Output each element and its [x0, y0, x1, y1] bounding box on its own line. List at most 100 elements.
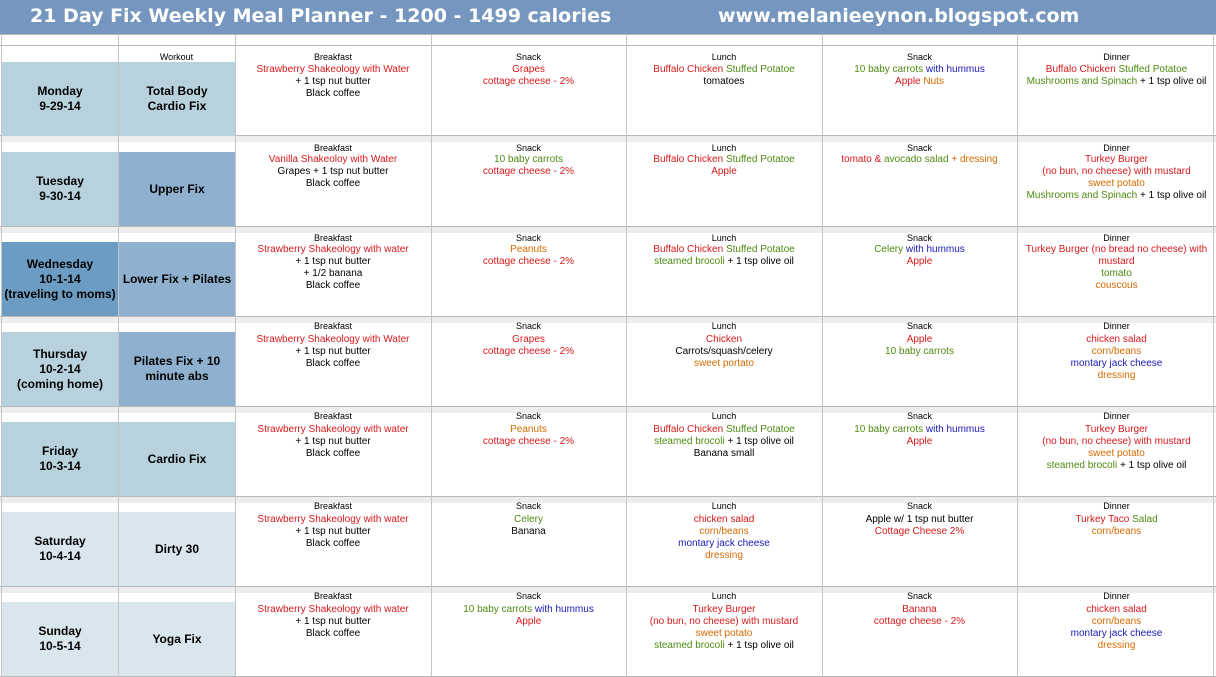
column-divider [822, 34, 823, 677]
row-gap [0, 317, 1216, 323]
meal-line: Buffalo Chicken Stuffed Potatoe [626, 154, 822, 166]
day-cell: Monday 9-29-14 [2, 62, 118, 136]
meal-header-snack: Snack [515, 321, 541, 331]
meal-item: with hummus [925, 424, 985, 435]
meal-line: steamed brocoli + 1 tsp olive oil [1017, 460, 1216, 472]
meal-item: Buffalo Chicken [653, 424, 726, 435]
meal-line: Turkey Burger [1017, 154, 1216, 166]
meal-item: Salad [1132, 514, 1158, 525]
meal-header-dinner: Dinner [1103, 52, 1130, 62]
meal-line: Turkey Burger [626, 604, 822, 616]
workout-cell: Pilates Fix + 10 minute abs [119, 332, 235, 406]
meal-line: Black coffee [235, 88, 431, 100]
meal-header-dinner: Dinner [1103, 233, 1130, 243]
meal-item: + 1 tsp olive oil [1117, 460, 1187, 471]
meal-line: Apple [431, 616, 626, 628]
meal-item: Apple [895, 76, 924, 87]
meal-item: + 1 tsp nut butter [295, 436, 371, 447]
meal-line: couscous [1017, 280, 1216, 292]
meal-line: Strawberry Shakeology with water [235, 424, 431, 436]
meal-cell-breakfast: Strawberry Shakeology with Water + 1 tsp … [235, 64, 431, 100]
meal-cell-dinner: Turkey Burger (no bread no cheese) with m… [1017, 244, 1216, 292]
meal-item: Strawberry Shakeology with water [257, 604, 409, 615]
meal-line: corn/beans [1017, 346, 1216, 358]
row-gap [0, 407, 1216, 413]
meal-line: sweet portato [626, 358, 822, 370]
meal-line: Strawberry Shakeology with water [235, 244, 431, 256]
meal-line: Buffalo Chicken Stuffed Potatoe [1017, 64, 1216, 76]
meal-cell-dinner: Buffalo Chicken Stuffed Potatoe Mushrooms… [1017, 64, 1216, 88]
meal-line: Grapes [431, 334, 626, 346]
meal-item: cottage cheese - 2% [873, 616, 966, 627]
meal-item: (no bun, no cheese) with mustard [1042, 436, 1191, 447]
workout-label-line: Dirty 30 [154, 541, 200, 556]
meal-line: dressing [626, 550, 822, 562]
workout-label-line: Total Body [146, 84, 208, 98]
workout-label: Total Body Cardio Fix [146, 84, 207, 114]
meal-line: cottage cheese - 2% [431, 436, 626, 448]
meal-line: Turkey Taco Salad [1017, 514, 1216, 526]
meal-line: montary jack cheese [1017, 358, 1216, 370]
meal-item: mustard [1098, 256, 1135, 267]
meal-item: Banana [902, 604, 937, 615]
row-separator [0, 45, 1216, 46]
meal-header-snack: Snack [906, 143, 932, 153]
meal-line: Black coffee [235, 358, 431, 370]
meal-item: tomatoes [703, 76, 745, 87]
meal-cell-snack1: 10 baby carrots with hummus Apple [431, 604, 626, 628]
meal-item: chicken salad [1086, 334, 1147, 345]
meal-line: sweet potato [1017, 178, 1216, 190]
meal-line: Apple [626, 166, 822, 178]
workout-label-line: Lower Fix + Pilates [122, 271, 232, 286]
meal-line: Peanuts [431, 424, 626, 436]
workout-cell: Total Body Cardio Fix [119, 62, 235, 136]
meal-item: with hummus [534, 604, 594, 615]
meal-item: Black coffee [305, 280, 361, 291]
meal-line: 10 baby carrots with hummus [822, 64, 1017, 76]
meal-line: sweet potato [1017, 448, 1216, 460]
meal-cell-snack2: Celery with hummus Apple [822, 244, 1017, 268]
meal-item: + 1 tsp nut butter [295, 76, 371, 87]
meal-line: 10 baby carrots [431, 154, 626, 166]
workout-cell: Dirty 30 [119, 512, 235, 586]
day-label: Tuesday 9-30-14 [36, 174, 84, 204]
meal-line: Buffalo Chicken Stuffed Potatoe [626, 244, 822, 256]
workout-label-line: Pilates Fix + 10 [133, 354, 221, 368]
meal-line: + 1/2 banana [235, 268, 431, 280]
meal-item: Grapes [512, 334, 545, 345]
day-label-line: 10-1-14 [39, 271, 81, 286]
meal-item: sweet potato [1088, 178, 1145, 189]
meal-header-snack: Snack [906, 52, 932, 62]
meal-item: Strawberry Shakeology with water [257, 244, 409, 255]
meal-item: montary jack cheese [1070, 628, 1163, 639]
meal-item: Celery [514, 514, 543, 525]
meal-header-dinner: Dinner [1103, 143, 1130, 153]
meal-cell-dinner: Turkey Burger (no bun, no cheese) with mu… [1017, 424, 1216, 472]
meal-line: Black coffee [235, 448, 431, 460]
meal-item: Stuffed Potatoe [725, 154, 795, 165]
meal-item: dressing [1097, 640, 1136, 651]
meal-item: montary jack cheese [678, 538, 770, 549]
meal-cell-lunch: Buffalo Chicken Stuffed Potatoe steamed b… [626, 424, 822, 460]
day-label-line: 10-4-14 [39, 549, 81, 563]
meal-line: Banana small [626, 448, 822, 460]
meal-header-snack: Snack [515, 591, 541, 601]
meal-item: Buffalo Chicken [1045, 64, 1119, 75]
day-cell: Thursday 10-2-14 (coming home) [2, 332, 118, 406]
meal-cell-breakfast: Strawberry Shakeology with water + 1 tsp … [235, 514, 431, 550]
meal-item: cottage cheese - 2% [482, 76, 575, 87]
meal-line: mustard [1017, 256, 1216, 268]
meal-item: + 1/2 banana [303, 268, 363, 279]
meal-item: 10 baby carrots [854, 424, 926, 435]
workout-label-line: Upper Fix [149, 181, 205, 196]
meal-header-lunch: Lunch [711, 52, 737, 62]
meal-item: corn/beans [699, 526, 749, 537]
meal-line: montary jack cheese [626, 538, 822, 550]
day-label: Thursday 10-2-14 (coming home) [17, 347, 103, 392]
meal-line: Banana [822, 604, 1017, 616]
meal-item: Chicken [705, 334, 743, 345]
meal-line: Black coffee [235, 280, 431, 292]
meal-line: montary jack cheese [1017, 628, 1216, 640]
workout-label: Cardio Fix [148, 452, 207, 467]
meal-line: Black coffee [235, 178, 431, 190]
